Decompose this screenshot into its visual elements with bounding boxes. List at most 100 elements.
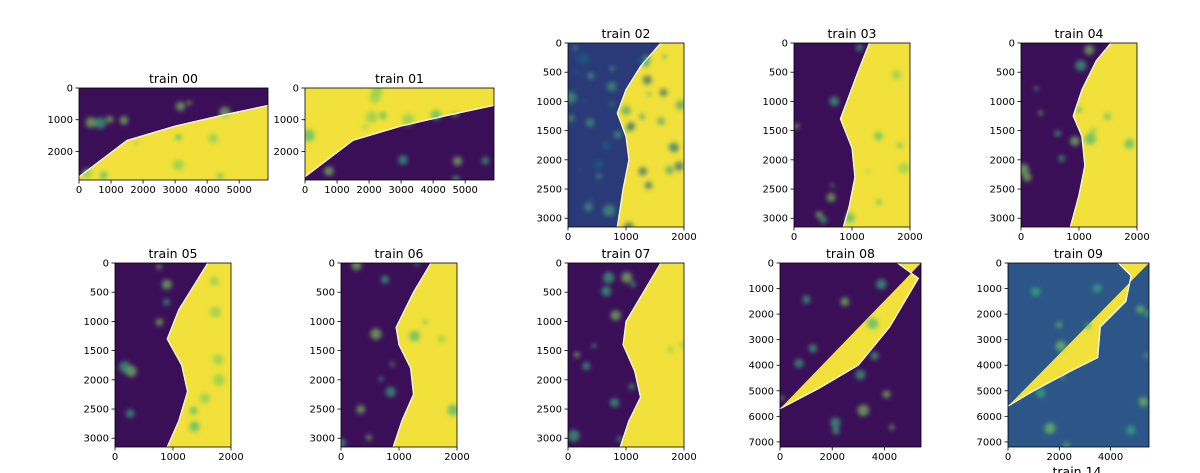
- panel-train-08: train 08 0 2000 4000 0 1000 2000 3000 4000 5000 60…: [749, 246, 922, 463]
- shore-boundary-line: [305, 104, 494, 178]
- y-tick-label: 500: [996, 68, 1015, 79]
- y-tick-label: 1000: [274, 115, 299, 126]
- y-tick-label: 1500: [537, 126, 562, 137]
- panel-title: train 05: [149, 246, 198, 261]
- y-tick-label: 3000: [749, 335, 774, 346]
- shore-boundary-line: [1008, 263, 1132, 407]
- y-tick-label: 1000: [537, 317, 562, 328]
- y-tick-label: 2000: [537, 375, 562, 386]
- axes-frame: [793, 42, 911, 228]
- panel-title: train 08: [826, 246, 875, 261]
- x-tick-label: 0: [565, 232, 571, 243]
- x-tick-label: 1000: [160, 452, 185, 463]
- y-tick-label: 3000: [763, 214, 788, 225]
- y-tick-label: 1000: [48, 115, 73, 126]
- y-tick-label: 500: [316, 288, 335, 299]
- x-tick-label: 2000: [1047, 452, 1072, 463]
- heatmap-region: [620, 263, 684, 447]
- axes-frame: [304, 87, 495, 181]
- x-tick-label: 1000: [98, 185, 123, 196]
- y-tick-label: 2000: [977, 310, 1002, 321]
- y-tick-label: 3000: [84, 434, 109, 445]
- y-tick-label: 2500: [84, 405, 109, 416]
- heatmap-texture: [305, 88, 490, 180]
- y-tick-label: 4000: [977, 361, 1002, 372]
- panel-train-04: train 04 0 1000 2000 0 500 1000 1500 2000 2500 300…: [990, 26, 1150, 243]
- shore-boundary-line: [1069, 43, 1112, 227]
- y-tick-label: 1000: [749, 284, 774, 295]
- y-tick-label: 1500: [763, 126, 788, 137]
- y-tick-label: 2500: [763, 185, 788, 196]
- y-tick-label: 5000: [977, 386, 1002, 397]
- y-tick-label: 2500: [990, 185, 1015, 196]
- axes-frame: [779, 262, 922, 448]
- y-tick-label: 0: [329, 259, 335, 270]
- panel-train-09: train 09 0 2000 4000 0 1000 2000 3000 4000 5000 60…: [977, 246, 1150, 463]
- y-tick-label: 500: [543, 68, 562, 79]
- axes-frame: [1020, 42, 1138, 228]
- x-tick-label: 1000: [613, 452, 638, 463]
- panel-title: train 09: [1054, 246, 1103, 261]
- heatmap-region: [305, 88, 494, 177]
- y-tick-label: 1000: [990, 97, 1015, 108]
- y-tick-label: 0: [293, 84, 299, 95]
- x-tick-label: 2000: [444, 452, 469, 463]
- y-tick-label: 2000: [310, 375, 335, 386]
- y-tick-label: 2000: [84, 375, 109, 386]
- heatmap-texture: [1031, 283, 1149, 447]
- x-tick-label: 2000: [671, 232, 696, 243]
- panel-title: train 00: [149, 71, 198, 86]
- y-tick-label: 3000: [537, 214, 562, 225]
- y-tick-label: 0: [768, 259, 774, 270]
- heatmap-region: [1008, 263, 1149, 407]
- x-tick-label: 1000: [386, 452, 411, 463]
- x-tick-label: 2000: [1124, 232, 1149, 243]
- y-tick-label: 2000: [48, 147, 73, 158]
- shore-boundary-line: [780, 263, 920, 410]
- y-tick-label: 1000: [537, 97, 562, 108]
- panel-train-03: train 03 0 1000 2000 0 500 1000 1500 2000 2500 300…: [763, 26, 923, 243]
- y-tick-label: 4000: [749, 361, 774, 372]
- shore-boundary-line: [166, 263, 209, 447]
- y-tick-label: 3000: [977, 335, 1002, 346]
- axes-frame: [1007, 262, 1150, 448]
- heatmap-texture: [82, 100, 231, 180]
- x-tick-label: 0: [791, 232, 797, 243]
- x-tick-label: 0: [112, 452, 118, 463]
- partial-title-train-14: train 14: [1053, 464, 1102, 473]
- panel-title: train 04: [1055, 26, 1104, 41]
- y-tick-label: 0: [782, 39, 788, 50]
- x-tick-label: 4000: [194, 185, 219, 196]
- y-tick-label: 1500: [537, 346, 562, 357]
- heatmap-region: [617, 43, 684, 227]
- heatmap-texture: [794, 44, 909, 224]
- y-tick-label: 2000: [763, 155, 788, 166]
- y-tick-label: 0: [67, 84, 73, 95]
- shore-boundary-line: [619, 263, 662, 447]
- y-tick-label: 0: [103, 259, 109, 270]
- y-tick-label: 2500: [310, 405, 335, 416]
- panel-train-05: train 05 0 1000 2000 0 500 1000 1500 2000 2500 300…: [84, 246, 244, 463]
- x-tick-label: 1000: [1066, 232, 1091, 243]
- x-tick-label: 4000: [420, 185, 445, 196]
- x-tick-label: 3000: [388, 185, 413, 196]
- y-tick-label: 1500: [310, 346, 335, 357]
- x-tick-label: 0: [565, 452, 571, 463]
- x-tick-label: 0: [1005, 452, 1011, 463]
- panel-title: train 06: [375, 246, 424, 261]
- panel-train-00: train 00 0 1000 2000 3000 4000 5000 0 1000 2000: [48, 71, 269, 196]
- x-tick-label: 1000: [839, 232, 864, 243]
- y-tick-label: 7000: [977, 437, 1002, 448]
- x-tick-label: 2000: [671, 452, 696, 463]
- y-tick-label: 7000: [749, 437, 774, 448]
- x-tick-label: 4000: [1098, 452, 1123, 463]
- shore-boundary-line: [79, 104, 268, 178]
- heatmap-stripe: [79, 88, 268, 119]
- y-tick-label: 2000: [749, 310, 774, 321]
- panel-title: train 07: [602, 246, 651, 261]
- y-tick-label: 3000: [310, 434, 335, 445]
- x-tick-label: 0: [1018, 232, 1024, 243]
- heatmap-region: [1070, 43, 1137, 227]
- y-tick-label: 1500: [84, 346, 109, 357]
- x-tick-label: 5000: [452, 185, 477, 196]
